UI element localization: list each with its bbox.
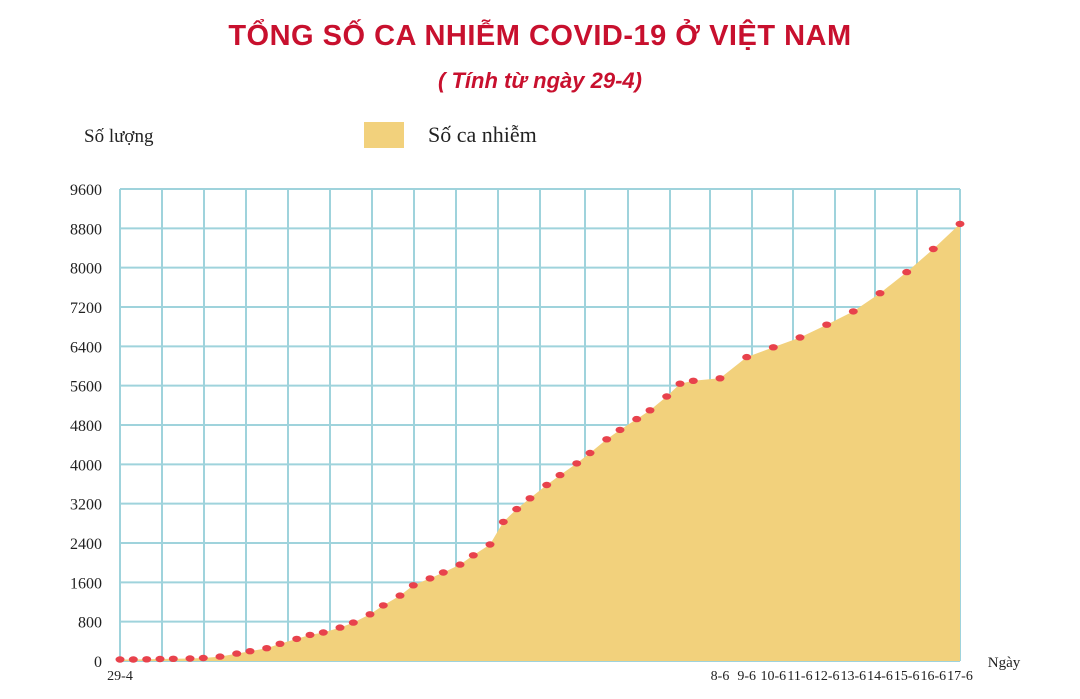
data-point (365, 611, 375, 618)
x-tick-label: 12-6 (814, 669, 840, 684)
data-point (525, 495, 535, 502)
y-tick-label: 8000 (70, 261, 102, 278)
data-point (902, 268, 912, 276)
chart-title: TỔNG SỐ CA NHIỄM COVID-19 Ở VIỆT NAM (228, 20, 852, 52)
y-tick-label: 8800 (70, 221, 102, 238)
data-point (468, 552, 478, 559)
data-point (198, 654, 208, 662)
data-point (232, 650, 242, 657)
x-tick-label: 9-6 (737, 669, 756, 684)
data-point (155, 655, 165, 663)
y-tick-label: 1600 (70, 575, 102, 592)
x-tick-label: 15-6 (894, 669, 920, 684)
data-point (572, 460, 582, 467)
data-point (485, 541, 495, 548)
y-tick-label: 4000 (70, 457, 102, 474)
y-tick-label: 9600 (70, 182, 102, 199)
legend-swatch (364, 122, 404, 148)
data-point (645, 407, 655, 414)
x-tick-label: 8-6 (711, 669, 730, 684)
data-point (335, 624, 345, 631)
data-point (438, 569, 448, 576)
x-tick-label: 14-6 (867, 669, 893, 684)
data-point (662, 393, 672, 400)
y-tick-label: 3200 (70, 497, 102, 514)
legend-label: Số ca nhiễm (428, 122, 537, 147)
data-point (142, 656, 152, 663)
data-point (632, 415, 642, 423)
y-tick-label: 5600 (70, 379, 102, 396)
data-point (378, 602, 388, 609)
y-tick-label: 7200 (70, 300, 102, 317)
data-point (455, 561, 465, 568)
data-point (675, 380, 685, 387)
data-point (688, 377, 698, 384)
data-point (555, 471, 565, 479)
data-point (185, 655, 195, 662)
data-point (115, 656, 125, 663)
data-point (542, 481, 552, 489)
data-point (498, 518, 508, 526)
data-point (275, 640, 285, 647)
data-point (742, 353, 752, 361)
data-point (395, 592, 405, 599)
x-axis-label: Ngày (988, 655, 1021, 671)
data-point (215, 653, 225, 660)
data-point (928, 245, 938, 253)
y-tick-label: 2400 (70, 536, 102, 553)
x-tick-label: 29-4 (107, 669, 133, 684)
data-point (875, 290, 885, 297)
data-point (585, 449, 595, 457)
data-point (348, 619, 358, 626)
x-tick-label: 13-6 (840, 669, 866, 684)
x-tick-label: 16-6 (920, 669, 946, 684)
data-point (292, 635, 302, 643)
data-point (715, 375, 725, 382)
data-point (512, 505, 522, 513)
data-point (262, 645, 272, 652)
x-tick-label: 17-6 (947, 669, 973, 684)
data-point (955, 220, 965, 228)
data-point (305, 631, 315, 639)
data-point (318, 629, 328, 636)
series-area (120, 223, 960, 661)
data-point (615, 426, 625, 434)
data-point (408, 582, 418, 589)
chart-subtitle: ( Tính từ ngày 29-4) (438, 68, 642, 93)
data-point (768, 344, 778, 351)
data-point (128, 656, 138, 663)
data-point (848, 308, 858, 315)
y-tick-label: 0 (94, 654, 102, 671)
x-tick-label: 10-6 (760, 669, 786, 684)
y-tick-label: 800 (78, 615, 102, 632)
x-tick-label: 11-6 (787, 669, 812, 684)
data-point (822, 321, 832, 328)
data-point (602, 436, 612, 443)
data-point (168, 655, 178, 662)
y-axis-label: Số lượng (84, 126, 154, 147)
data-point (245, 648, 255, 655)
legend: Số ca nhiễm (364, 122, 537, 148)
data-point (795, 334, 805, 341)
y-tick-label: 4800 (70, 418, 102, 435)
y-tick-label: 6400 (70, 339, 102, 356)
data-point (425, 575, 435, 582)
